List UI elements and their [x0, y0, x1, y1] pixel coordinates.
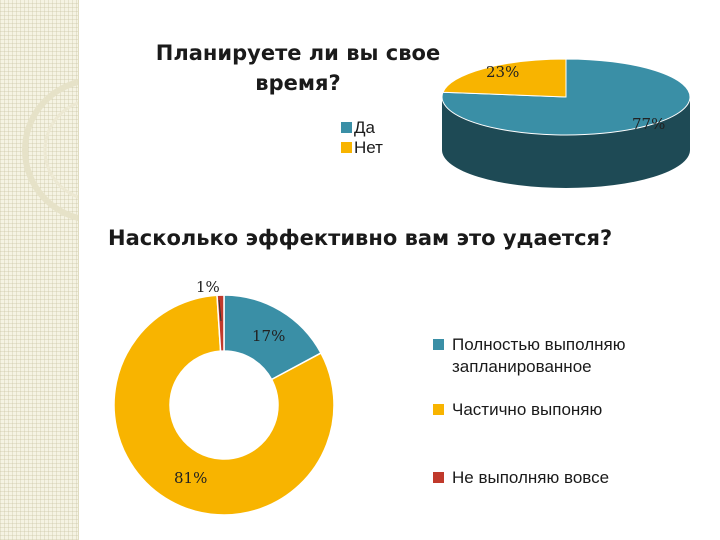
legend-swatch-full [433, 339, 444, 350]
pie-side-band [442, 97, 690, 150]
chart2-legend-item-none: Не выполняю вовсе [433, 467, 693, 489]
legend-swatch-no [341, 142, 352, 153]
decorative-circles-icon [22, 79, 78, 221]
pie-side-wall [442, 112, 690, 188]
slice-label-no: 23% [486, 63, 519, 81]
pie-slice-yes [441, 58, 691, 136]
legend-label-yes: Да [354, 118, 375, 137]
donut-slice-full [223, 294, 322, 381]
chart2-legend-item-full: Полностью выполняю запланированное [433, 334, 693, 378]
legend-swatch-yes [341, 122, 352, 133]
donut-slice-none [216, 294, 225, 352]
legend-swatch-none [433, 472, 444, 483]
legend-swatch-partial [433, 404, 444, 415]
legend-label-none: Не выполняю вовсе [452, 468, 610, 487]
slice-label-none: 1% [196, 278, 220, 296]
side-pattern [0, 0, 79, 540]
leader-line [218, 299, 222, 322]
slice-label-full: 17% [252, 327, 285, 345]
donut-slice-partial [113, 294, 335, 516]
chart1-legend-item-yes: Да [341, 118, 375, 138]
chart2-legend-item-partial: Частично выпоняю [433, 399, 693, 421]
chart1-title: Планируете ли вы свое время? [155, 41, 441, 95]
chart2-title: Насколько эффективно вам это удается? [108, 226, 613, 250]
legend-label-no: Нет [354, 138, 383, 157]
legend-label-full: Полностью выполняю запланированное [452, 335, 626, 376]
slice-label-yes: 77% [632, 115, 665, 133]
pie-slice-no [442, 58, 567, 98]
slice-label-partial: 81% [174, 469, 207, 487]
legend-label-partial: Частично выпоняю [452, 400, 603, 419]
chart1-legend-item-no: Нет [341, 138, 383, 158]
